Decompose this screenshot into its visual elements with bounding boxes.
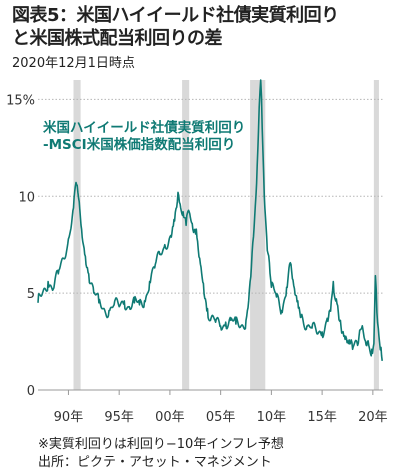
x-tick-label-4: 10年 xyxy=(257,410,287,425)
source-note: 出所：ピクテ・アセット・マネジメント xyxy=(38,455,272,470)
chart-subtitle: 2020年12月1日時点 xyxy=(12,56,135,71)
x-tick-label-6: 20年 xyxy=(358,410,388,425)
shaded-band-2 xyxy=(250,80,266,390)
y-tick-label-0: 0 xyxy=(27,384,35,399)
chart-title: 図表5：米国ハイイールド社債実質利回り と米国株式配当利回りの差 xyxy=(12,5,339,49)
shaded-band-3 xyxy=(373,80,379,390)
series-line xyxy=(37,79,383,361)
y-tick-label-2: 10 xyxy=(18,190,35,205)
shaded-band-0 xyxy=(73,80,81,390)
y-tick-label-3: 15% xyxy=(6,93,35,108)
shaded-band-1 xyxy=(182,80,190,390)
y-tick-label-1: 5 xyxy=(27,287,35,302)
x-tick-label-2: 00年 xyxy=(155,410,185,425)
x-tick-label-3: 05年 xyxy=(206,410,236,425)
x-tick-label-0: 90年 xyxy=(54,410,84,425)
x-tick-label-1: 95年 xyxy=(104,410,134,425)
series-label-1: -MSCI米国株価指数配当利回り xyxy=(43,136,235,153)
x-tick-label-5: 15年 xyxy=(307,410,337,425)
series-label-0: 米国ハイイールド社債実質利回り xyxy=(43,119,245,136)
footnote: ※実質利回りは利回り−10年インフレ予想 xyxy=(38,437,284,452)
